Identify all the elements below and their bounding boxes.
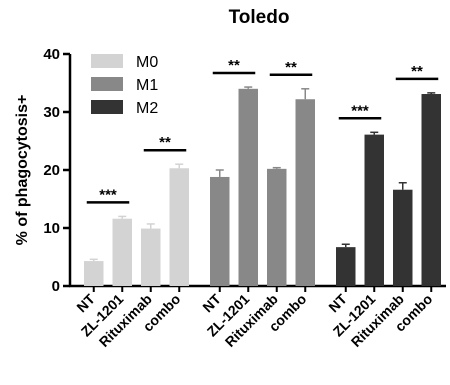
y-tick-label: 40 bbox=[43, 46, 60, 63]
legend-swatch bbox=[91, 100, 123, 114]
bar bbox=[364, 134, 384, 286]
significance-marks: ******* ******* bbox=[86, 57, 439, 204]
y-tick-label: 10 bbox=[43, 220, 60, 237]
significance-label: ** bbox=[411, 63, 423, 80]
bar bbox=[267, 168, 287, 286]
y-tick-label: 20 bbox=[43, 162, 60, 179]
legend-label: M0 bbox=[136, 54, 158, 71]
legend-label: M1 bbox=[136, 77, 158, 94]
significance-label: *** bbox=[351, 102, 369, 119]
y-axis-label: % of phagocytosis+ bbox=[14, 95, 31, 246]
bar bbox=[238, 88, 258, 286]
bar bbox=[210, 176, 230, 286]
significance-label: ** bbox=[228, 57, 240, 74]
bar bbox=[84, 261, 104, 286]
y-tick-label: 30 bbox=[43, 104, 60, 121]
legend-label: M2 bbox=[136, 100, 158, 117]
significance-label: ** bbox=[159, 134, 171, 151]
bar bbox=[112, 218, 132, 286]
bar bbox=[295, 99, 315, 287]
bar bbox=[141, 228, 161, 286]
bar bbox=[169, 168, 189, 286]
significance-label: ** bbox=[285, 59, 297, 76]
bar bbox=[421, 94, 441, 287]
chart-title: Toledo bbox=[229, 7, 290, 28]
legend-swatch bbox=[91, 77, 123, 91]
y-tick-label: 0 bbox=[52, 278, 60, 295]
significance-label: *** bbox=[99, 186, 117, 203]
bar bbox=[336, 247, 356, 286]
legend-swatch bbox=[91, 54, 123, 68]
bars bbox=[84, 86, 441, 287]
legend: M0 M1 M2 bbox=[91, 54, 158, 117]
bar bbox=[393, 189, 413, 286]
